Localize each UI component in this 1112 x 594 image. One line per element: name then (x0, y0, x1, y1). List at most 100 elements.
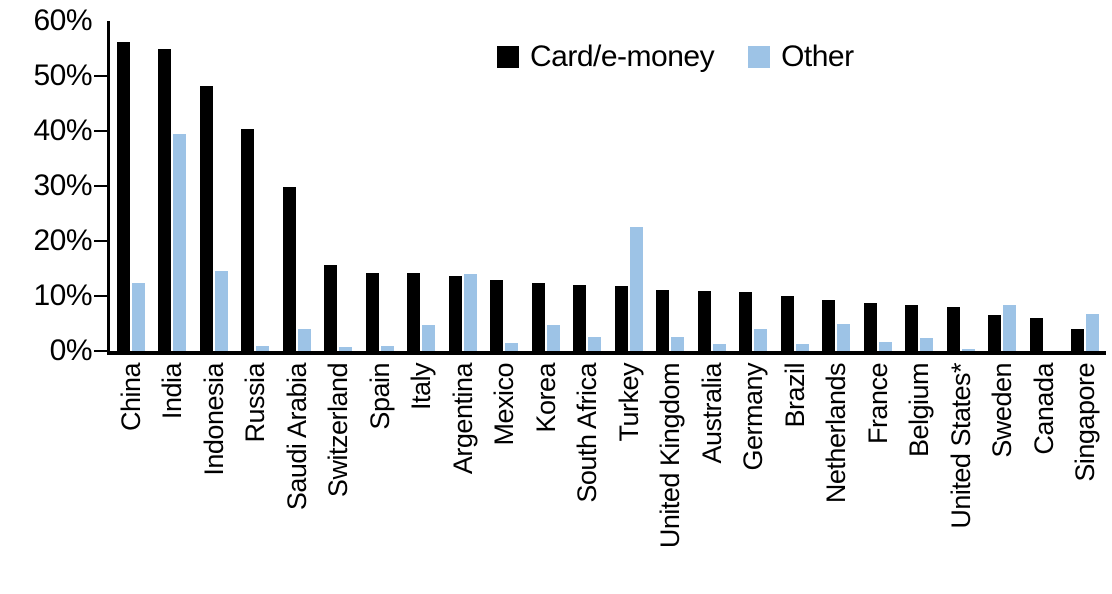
bar-card-e-money-brazil (780, 296, 794, 351)
x-label-canada: Canada (1028, 363, 1059, 455)
bar-group-netherlands (816, 21, 858, 351)
legend-item-other: Other (748, 42, 854, 72)
bar-other-south-africa (588, 337, 602, 351)
bar-group-italy (401, 21, 443, 351)
bar-other-saudi-arabia (297, 329, 311, 351)
x-label-cell-saudi-arabia: Saudi Arabia (276, 363, 318, 591)
bar-group-united-kingdom (650, 21, 692, 351)
bar-card-e-money-belgium (905, 305, 919, 351)
y-tick-mark-0 (94, 350, 107, 352)
x-label-singapore: Singapore (1070, 363, 1101, 482)
bar-group-south-africa (567, 21, 609, 351)
y-tick-mark-10 (94, 295, 107, 297)
x-label-italy: Italy (406, 363, 437, 411)
bar-group-singapore (1065, 21, 1107, 351)
bar-group-united-states (940, 21, 982, 351)
x-label-cell-argentina: Argentina (442, 363, 484, 591)
x-label-south-africa: South Africa (572, 363, 603, 503)
bar-other-italy (422, 324, 436, 351)
bar-other-france (878, 341, 892, 351)
x-label-netherlands: Netherlands (821, 363, 852, 504)
bar-other-india (173, 133, 187, 351)
x-label-cell-australia: Australia (691, 363, 733, 591)
bar-card-e-money-mexico (490, 279, 504, 351)
bar-group-russia (235, 21, 277, 351)
x-label-china: China (115, 363, 146, 432)
y-tick-mark-20 (94, 240, 107, 242)
bar-group-australia (691, 21, 733, 351)
x-label-mexico: Mexico (489, 363, 520, 446)
bar-other-indonesia (214, 271, 228, 351)
bar-group-indonesia (193, 21, 235, 351)
bar-other-netherlands (837, 323, 851, 351)
x-label-argentina: Argentina (447, 363, 478, 475)
x-label-cell-united-kingdom: United Kingdom (650, 363, 692, 591)
x-label-switzerland: Switzerland (323, 363, 354, 498)
bar-group-brazil (774, 21, 816, 351)
y-tick-label-20: 20% (33, 224, 92, 257)
bar-card-e-money-turkey (614, 286, 628, 351)
card-e-money-swatch-icon (497, 46, 519, 68)
x-label-cell-china: China (110, 363, 152, 591)
legend: Card/e-money Other (497, 42, 854, 72)
x-label-cell-indonesia: Indonesia (193, 363, 235, 591)
bar-card-e-money-indonesia (199, 86, 213, 351)
bar-other-switzerland (339, 346, 353, 351)
legend-item-card-e-money: Card/e-money (497, 42, 715, 72)
bar-card-e-money-korea (531, 282, 545, 351)
bar-group-india (152, 21, 194, 351)
bar-group-mexico (484, 21, 526, 351)
bar-other-united-kingdom (671, 337, 685, 351)
bar-card-e-money-singapore (1071, 329, 1085, 351)
x-label-turkey: Turkey (613, 363, 644, 442)
other-swatch-icon (748, 46, 771, 68)
x-label-korea: Korea (530, 363, 561, 433)
bar-other-korea (546, 325, 560, 351)
bar-card-e-money-canada (1029, 318, 1043, 351)
bar-other-sweden (1003, 305, 1017, 351)
y-tick-label-60: 60% (33, 4, 92, 37)
x-label-united-states: United States* (945, 363, 976, 529)
y-tick-label-0: 0% (49, 334, 93, 367)
x-label-cell-russia: Russia (235, 363, 277, 591)
x-label-cell-turkey: Turkey (608, 363, 650, 591)
bar-group-switzerland (318, 21, 360, 351)
x-label-cell-italy: Italy (401, 363, 443, 591)
x-label-australia: Australia (696, 363, 727, 464)
bar-group-france (857, 21, 899, 351)
bar-group-korea (525, 21, 567, 351)
y-tick-label-30: 30% (33, 169, 92, 202)
bar-card-e-money-sweden (988, 314, 1002, 351)
bar-card-e-money-saudi-arabia (282, 187, 296, 351)
bar-other-china (131, 282, 145, 351)
bar-card-e-money-switzerland (324, 265, 338, 351)
bar-group-sweden (982, 21, 1024, 351)
x-label-cell-belgium: Belgium (899, 363, 941, 591)
bar-group-saudi-arabia (276, 21, 318, 351)
x-label-cell-canada: Canada (1023, 363, 1065, 591)
bar-other-argentina (463, 274, 477, 351)
bar-card-e-money-russia (241, 129, 255, 351)
bar-other-germany (754, 328, 768, 351)
bar-other-spain (380, 345, 394, 351)
x-label-cell-brazil: Brazil (774, 363, 816, 591)
y-tick-mark-50 (94, 75, 107, 77)
y-tick-label-40: 40% (33, 114, 92, 147)
y-tick-mark-30 (94, 185, 107, 187)
x-label-germany: Germany (738, 363, 769, 471)
x-label-france: France (862, 363, 893, 445)
x-label-cell-netherlands: Netherlands (816, 363, 858, 591)
bar-group-argentina (442, 21, 484, 351)
x-axis-labels: China India Indonesia Russia Saudi Arabia Swi… (110, 363, 1106, 591)
bar-card-e-money-argentina (448, 276, 462, 351)
bar-group-canada (1023, 21, 1065, 351)
bar-card-e-money-australia (697, 291, 711, 351)
x-label-cell-mexico: Mexico (484, 363, 526, 591)
bar-card-e-money-united-states (946, 307, 960, 351)
x-label-cell-sweden: Sweden (982, 363, 1024, 591)
bar-other-belgium (920, 338, 934, 351)
x-label-brazil: Brazil (779, 363, 810, 428)
bar-other-singapore (1086, 313, 1100, 351)
bar-card-e-money-china (116, 41, 130, 351)
